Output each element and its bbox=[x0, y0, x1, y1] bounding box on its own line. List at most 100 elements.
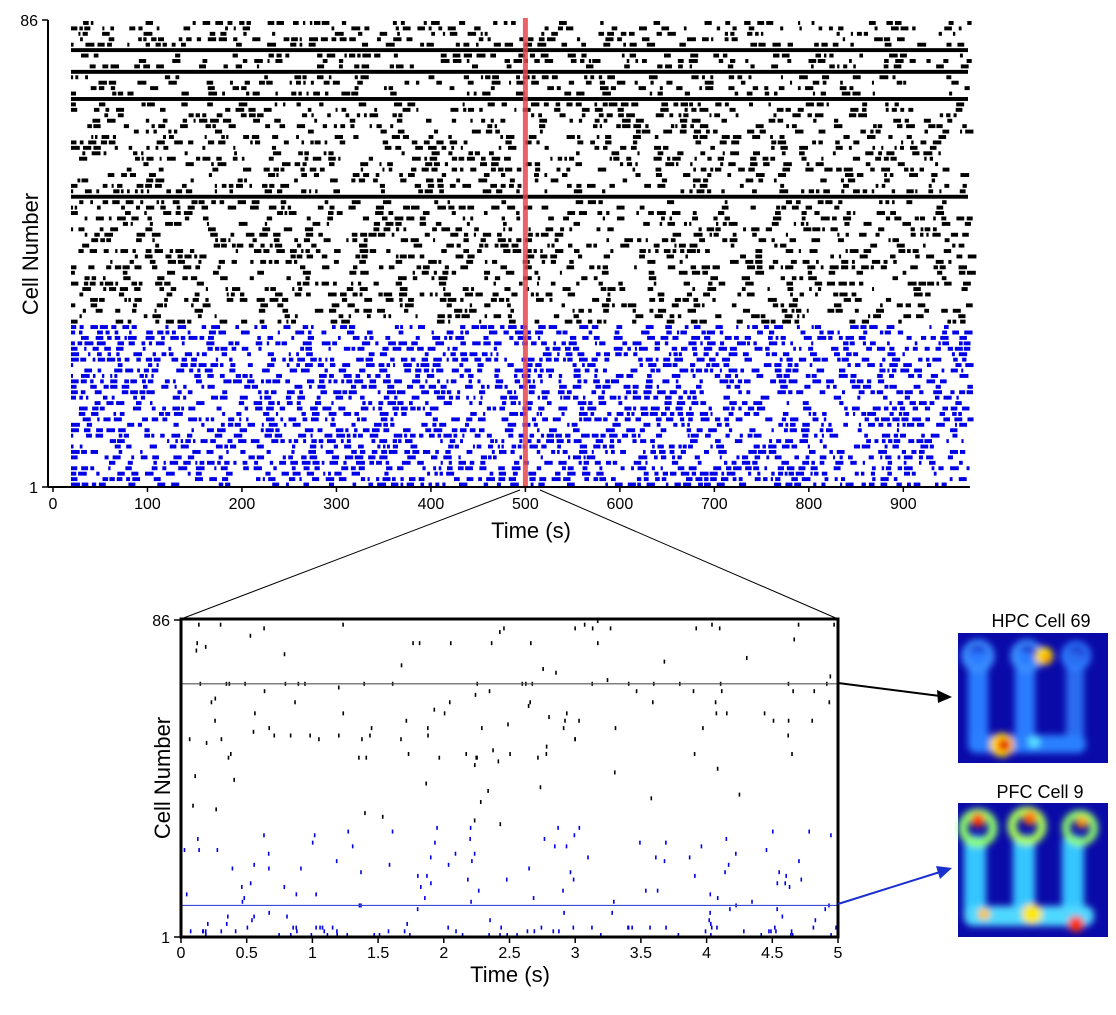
raster-spike bbox=[283, 102, 286, 107]
raster-spike bbox=[752, 460, 758, 465]
raster-spike bbox=[879, 75, 889, 80]
raster-spike bbox=[314, 466, 320, 471]
raster-spike bbox=[207, 140, 215, 145]
raster-spike bbox=[565, 352, 573, 357]
raster-spike bbox=[274, 102, 278, 107]
x-tick-label: 200 bbox=[229, 496, 256, 513]
raster-spike bbox=[916, 439, 924, 444]
raster-spike bbox=[433, 390, 440, 395]
raster-spike bbox=[331, 325, 336, 330]
raster-spike bbox=[785, 368, 792, 373]
raster-spike bbox=[798, 357, 807, 362]
raster-spike bbox=[926, 379, 936, 384]
raster-spike bbox=[436, 319, 445, 324]
raster-spike bbox=[197, 368, 201, 373]
raster-spike bbox=[149, 221, 153, 226]
raster-spike bbox=[498, 449, 507, 454]
raster-spike bbox=[760, 933, 763, 937]
raster-spike bbox=[771, 145, 775, 150]
raster-spike bbox=[146, 189, 150, 194]
raster-spike bbox=[832, 42, 839, 47]
raster-spike bbox=[285, 395, 292, 400]
raster-spike bbox=[364, 811, 366, 816]
raster-spike bbox=[795, 200, 801, 205]
raster-spike bbox=[417, 26, 425, 31]
raster-spike bbox=[234, 151, 237, 156]
raster-spike bbox=[379, 183, 385, 188]
raster-spike bbox=[526, 254, 535, 259]
raster-spike bbox=[606, 678, 609, 683]
raster-spike bbox=[837, 238, 844, 243]
raster-spike bbox=[373, 933, 376, 937]
raster-spike bbox=[643, 471, 649, 476]
raster-spike bbox=[367, 477, 370, 482]
raster-spike bbox=[770, 156, 776, 161]
raster-spike bbox=[722, 151, 725, 156]
raster-spike bbox=[814, 325, 822, 330]
raster-spike bbox=[71, 140, 77, 145]
raster-spike bbox=[71, 422, 80, 427]
raster-spike bbox=[744, 21, 751, 25]
raster-spike bbox=[730, 151, 740, 156]
raster-spike bbox=[290, 254, 296, 259]
raster-spike bbox=[755, 259, 763, 264]
raster-spike bbox=[107, 173, 115, 177]
raster-spike bbox=[893, 64, 902, 69]
raster-spike bbox=[507, 422, 517, 427]
raster-spike bbox=[127, 335, 137, 340]
raster-spike bbox=[819, 455, 827, 460]
raster-spike bbox=[891, 107, 897, 112]
raster-spike bbox=[840, 482, 843, 487]
raster-spike bbox=[692, 373, 696, 378]
raster-spike bbox=[478, 428, 485, 433]
raster-spike bbox=[449, 439, 456, 444]
raster-spike bbox=[400, 663, 403, 668]
raster-spike bbox=[745, 259, 754, 264]
raster-spike bbox=[286, 401, 293, 406]
raster-spike bbox=[645, 357, 653, 362]
raster-spike bbox=[308, 42, 316, 47]
raster-spike bbox=[889, 384, 897, 389]
raster-spike bbox=[884, 330, 891, 335]
raster-spike bbox=[215, 807, 217, 812]
raster-spike bbox=[469, 460, 475, 465]
raster-spike bbox=[162, 466, 167, 471]
raster-spike bbox=[526, 929, 529, 934]
raster-spike bbox=[164, 75, 171, 80]
raster-spike bbox=[185, 892, 188, 897]
raster-spike bbox=[465, 330, 469, 335]
raster-spike bbox=[718, 281, 726, 286]
raster-spike bbox=[824, 53, 827, 58]
raster-spike bbox=[480, 460, 486, 465]
raster-spike bbox=[569, 870, 572, 875]
raster-spike bbox=[125, 368, 134, 373]
raster-spike bbox=[840, 80, 843, 85]
raster-spike bbox=[335, 859, 338, 864]
raster-spike bbox=[305, 249, 310, 253]
raster-spike bbox=[123, 124, 129, 129]
raster-spike bbox=[758, 42, 766, 47]
raster-spike bbox=[576, 37, 581, 42]
raster-spike bbox=[716, 444, 725, 449]
raster-spike bbox=[462, 183, 472, 188]
raster-spike bbox=[920, 140, 927, 145]
raster-spike bbox=[893, 433, 899, 438]
raster-spike bbox=[903, 314, 912, 319]
raster-spike bbox=[781, 914, 784, 919]
raster-spike bbox=[136, 232, 146, 237]
raster-spike bbox=[361, 384, 367, 389]
raster-spike bbox=[281, 162, 291, 167]
raster-spike bbox=[568, 243, 573, 248]
raster-spike bbox=[455, 42, 460, 47]
raster-spike bbox=[488, 933, 490, 937]
raster-spike bbox=[400, 21, 405, 25]
raster-spike bbox=[306, 91, 309, 96]
raster-spike bbox=[888, 439, 893, 444]
raster-spike bbox=[776, 205, 781, 210]
raster-spike bbox=[313, 833, 316, 838]
raster-spike bbox=[151, 417, 159, 422]
raster-spike bbox=[258, 346, 262, 351]
raster-spike bbox=[227, 205, 237, 210]
raster-spike bbox=[739, 183, 744, 188]
raster-spike bbox=[745, 466, 752, 471]
